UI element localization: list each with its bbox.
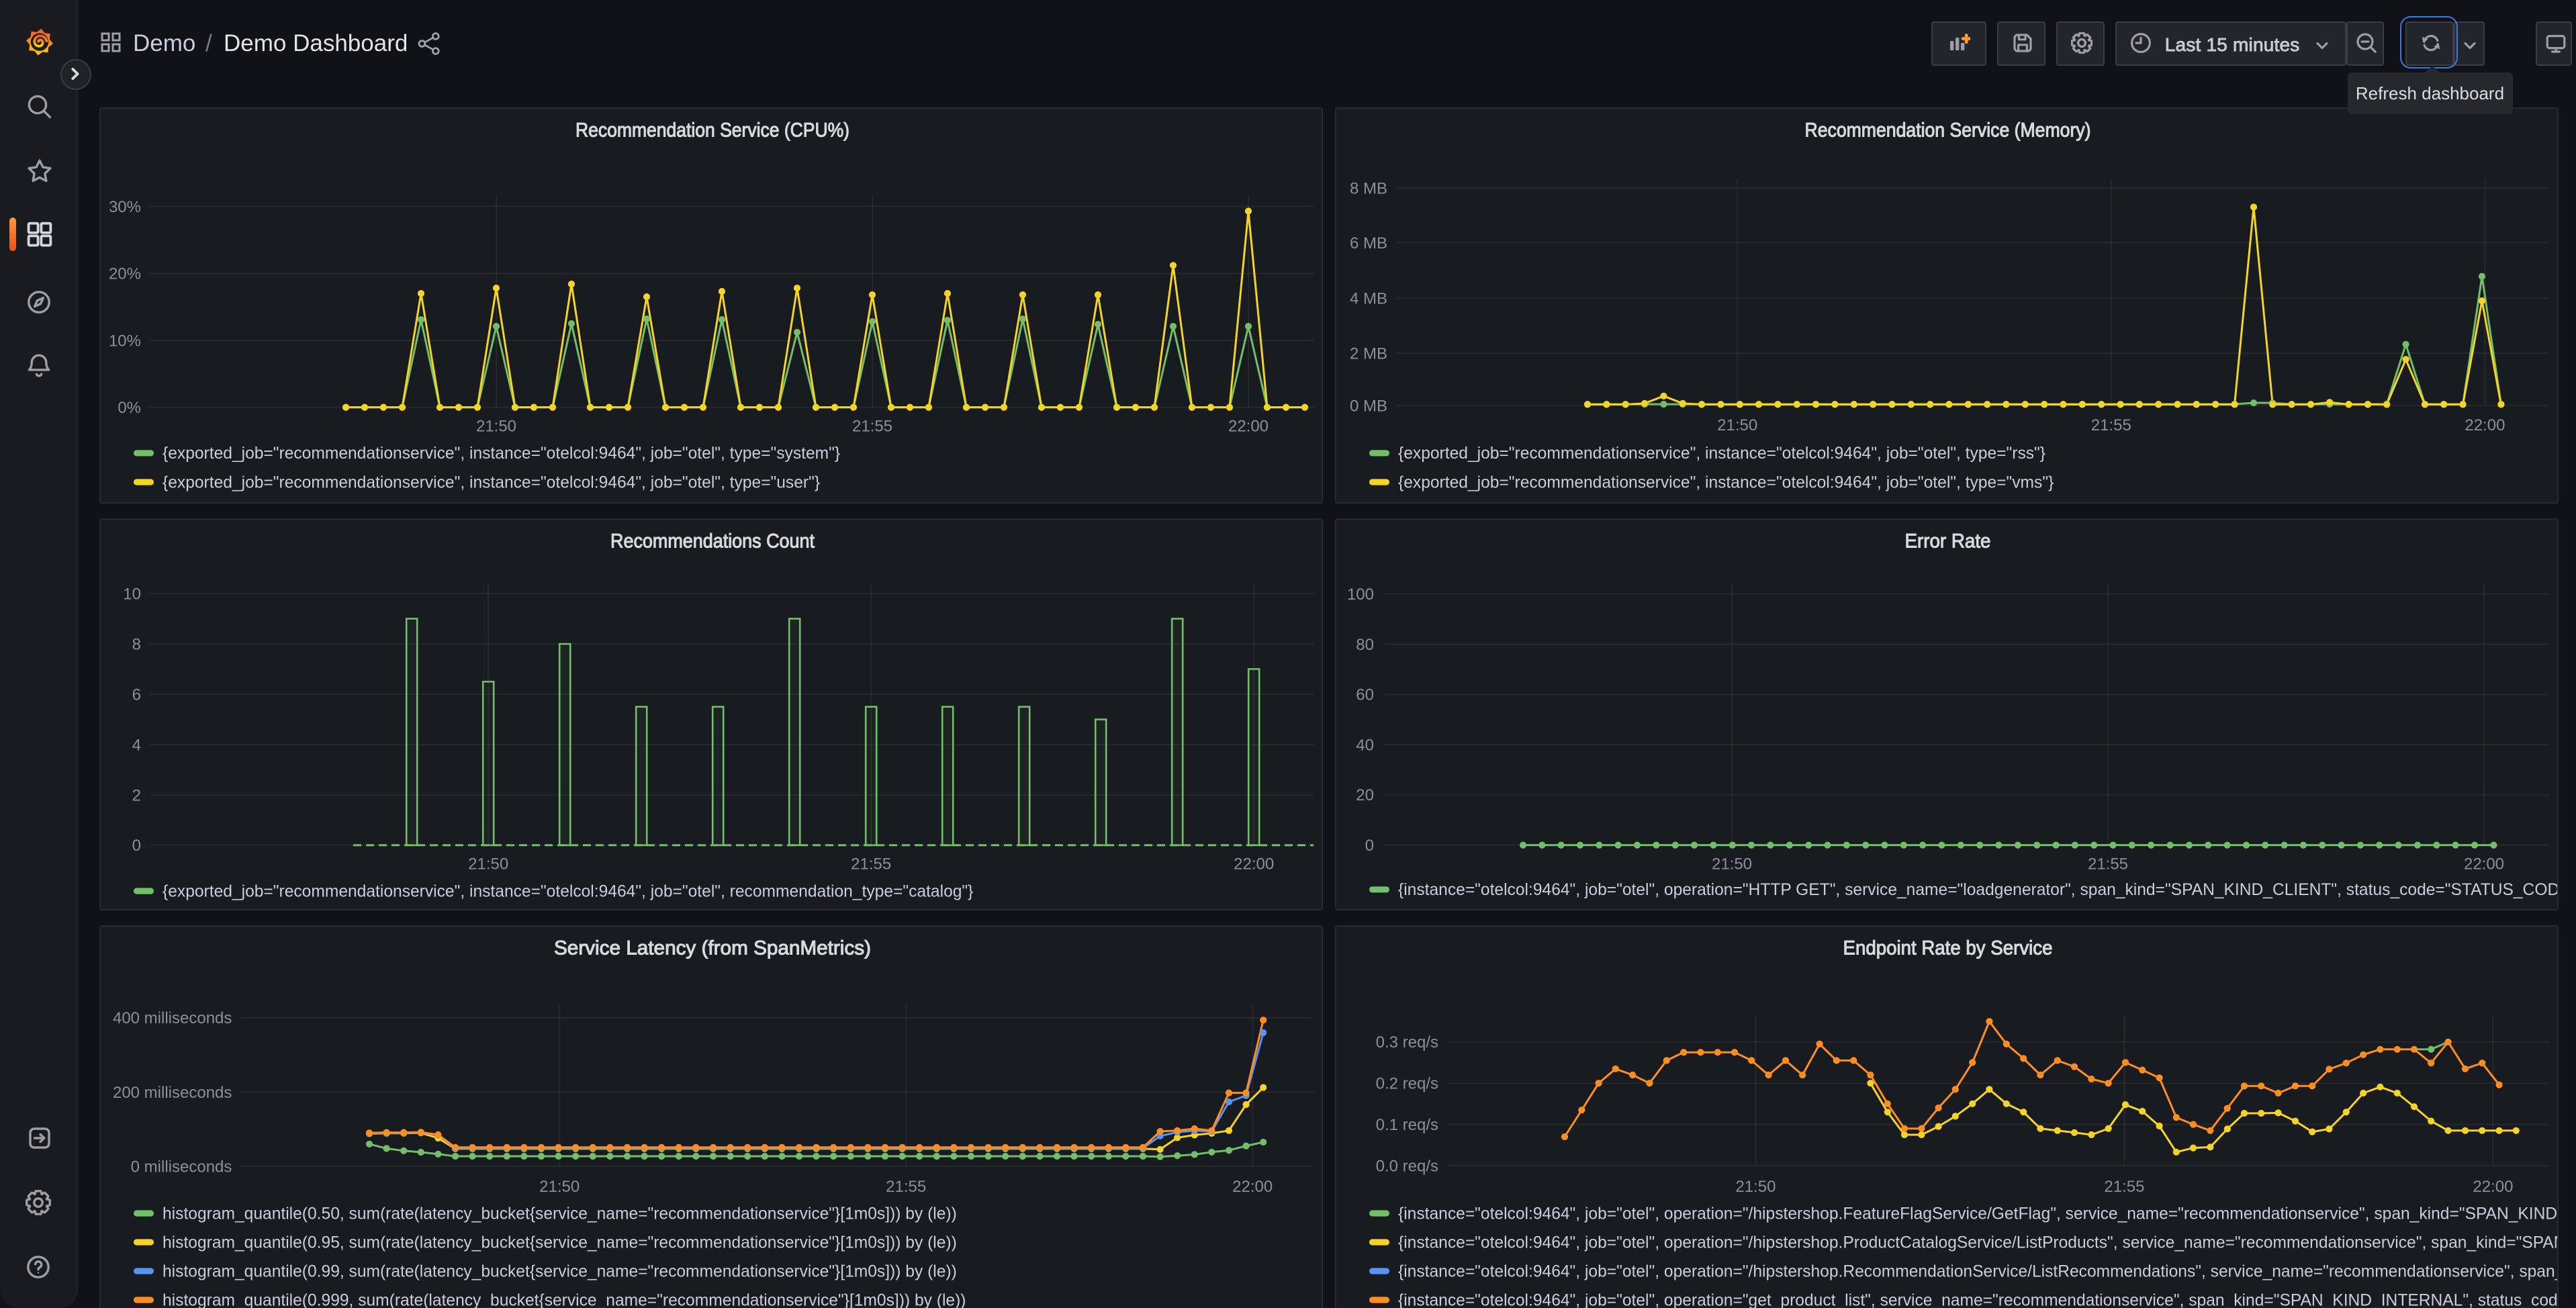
svg-text:22:00: 22:00 xyxy=(1228,418,1269,436)
svg-text:0: 0 xyxy=(1365,837,1374,855)
svg-text:6: 6 xyxy=(132,686,141,704)
svg-text:10%: 10% xyxy=(109,332,141,350)
svg-text:21:50: 21:50 xyxy=(1712,855,1752,873)
svg-text:21:55: 21:55 xyxy=(886,1177,926,1195)
svg-text:10: 10 xyxy=(123,585,141,603)
svg-text:80: 80 xyxy=(1356,636,1374,654)
svg-text:histogram_quantile(0.999, sum(: histogram_quantile(0.999, sum(rate(laten… xyxy=(163,1291,966,1308)
svg-text:0.2 req/s: 0.2 req/s xyxy=(1376,1074,1438,1092)
svg-text:400 milliseconds: 400 milliseconds xyxy=(113,1009,232,1027)
svg-text:4: 4 xyxy=(132,736,141,754)
svg-text:22:00: 22:00 xyxy=(1234,855,1274,873)
svg-text:200 milliseconds: 200 milliseconds xyxy=(113,1083,232,1101)
svg-text:21:50: 21:50 xyxy=(1717,416,1757,434)
svg-text:{instance="otelcol:9464", job=: {instance="otelcol:9464", job="otel", op… xyxy=(1398,881,2558,899)
svg-text:60: 60 xyxy=(1356,686,1374,704)
svg-text:0 milliseconds: 0 milliseconds xyxy=(131,1157,232,1175)
svg-text:{instance="otelcol:9464", job=: {instance="otelcol:9464", job="otel", op… xyxy=(1398,1233,2558,1251)
svg-text:21:50: 21:50 xyxy=(539,1177,580,1195)
svg-text:22:00: 22:00 xyxy=(1232,1177,1273,1195)
svg-text:21:50: 21:50 xyxy=(468,855,508,873)
svg-text:{instance="otelcol:9464", job=: {instance="otelcol:9464", job="otel", op… xyxy=(1398,1204,2558,1222)
svg-text:30%: 30% xyxy=(109,198,141,216)
svg-text:100: 100 xyxy=(1347,586,1374,604)
svg-text:21:55: 21:55 xyxy=(2091,416,2131,434)
svg-text:22:00: 22:00 xyxy=(2464,855,2504,873)
svg-text:0%: 0% xyxy=(118,399,141,417)
svg-text:histogram_quantile(0.95, sum(r: histogram_quantile(0.95, sum(rate(latenc… xyxy=(163,1233,957,1251)
svg-text:{exported_job="recommendations: {exported_job="recommendationservice", i… xyxy=(163,473,820,492)
svg-text:{instance="otelcol:9464", job=: {instance="otelcol:9464", job="otel", op… xyxy=(1398,1262,2558,1280)
svg-text:20%: 20% xyxy=(109,265,141,283)
svg-text:0 MB: 0 MB xyxy=(1350,397,1387,415)
svg-text:{instance="otelcol:9464", job=: {instance="otelcol:9464", job="otel", op… xyxy=(1398,1291,2558,1308)
svg-text:Recommendation Service (Memory: Recommendation Service (Memory) xyxy=(1805,120,2091,142)
svg-text:21:50: 21:50 xyxy=(476,418,516,436)
svg-text:2 MB: 2 MB xyxy=(1350,344,1387,363)
svg-text:Service Latency (from SpanMetr: Service Latency (from SpanMetrics) xyxy=(554,937,871,959)
svg-text:histogram_quantile(0.50, sum(r: histogram_quantile(0.50, sum(rate(latenc… xyxy=(163,1204,957,1222)
svg-text:21:55: 21:55 xyxy=(2104,1177,2144,1195)
svg-text:{exported_job="recommendations: {exported_job="recommendationservice", i… xyxy=(1398,473,2054,492)
svg-text:21:55: 21:55 xyxy=(2088,855,2128,873)
svg-text:Endpoint Rate by Service: Endpoint Rate by Service xyxy=(1843,937,2053,959)
svg-text:21:55: 21:55 xyxy=(852,418,892,436)
svg-text:0.0 req/s: 0.0 req/s xyxy=(1376,1156,1438,1174)
svg-text:8 MB: 8 MB xyxy=(1350,179,1387,197)
svg-text:0.3 req/s: 0.3 req/s xyxy=(1376,1033,1438,1051)
svg-text:{exported_job="recommendations: {exported_job="recommendationservice", i… xyxy=(163,882,973,900)
svg-text:20: 20 xyxy=(1356,786,1374,804)
svg-text:{exported_job="recommendations: {exported_job="recommendationservice", i… xyxy=(1398,445,2045,463)
svg-text:Recommendation Service (CPU%): Recommendation Service (CPU%) xyxy=(576,120,849,142)
svg-text:4 MB: 4 MB xyxy=(1350,289,1387,308)
svg-text:6 MB: 6 MB xyxy=(1350,234,1387,252)
svg-text:0: 0 xyxy=(132,837,141,855)
svg-text:22:00: 22:00 xyxy=(2473,1177,2513,1195)
svg-text:40: 40 xyxy=(1356,736,1374,754)
svg-text:Recommendations Count: Recommendations Count xyxy=(610,530,815,553)
svg-text:0.1 req/s: 0.1 req/s xyxy=(1376,1115,1438,1133)
svg-text:21:55: 21:55 xyxy=(851,855,891,873)
svg-text:Error Rate: Error Rate xyxy=(1905,530,1991,553)
svg-text:histogram_quantile(0.99, sum(r: histogram_quantile(0.99, sum(rate(latenc… xyxy=(163,1262,957,1280)
svg-text:21:50: 21:50 xyxy=(1735,1177,1776,1195)
svg-text:8: 8 xyxy=(132,635,141,653)
svg-text:22:00: 22:00 xyxy=(2465,416,2505,434)
svg-text:{exported_job="recommendations: {exported_job="recommendationservice", i… xyxy=(163,445,840,463)
svg-text:2: 2 xyxy=(132,786,141,804)
